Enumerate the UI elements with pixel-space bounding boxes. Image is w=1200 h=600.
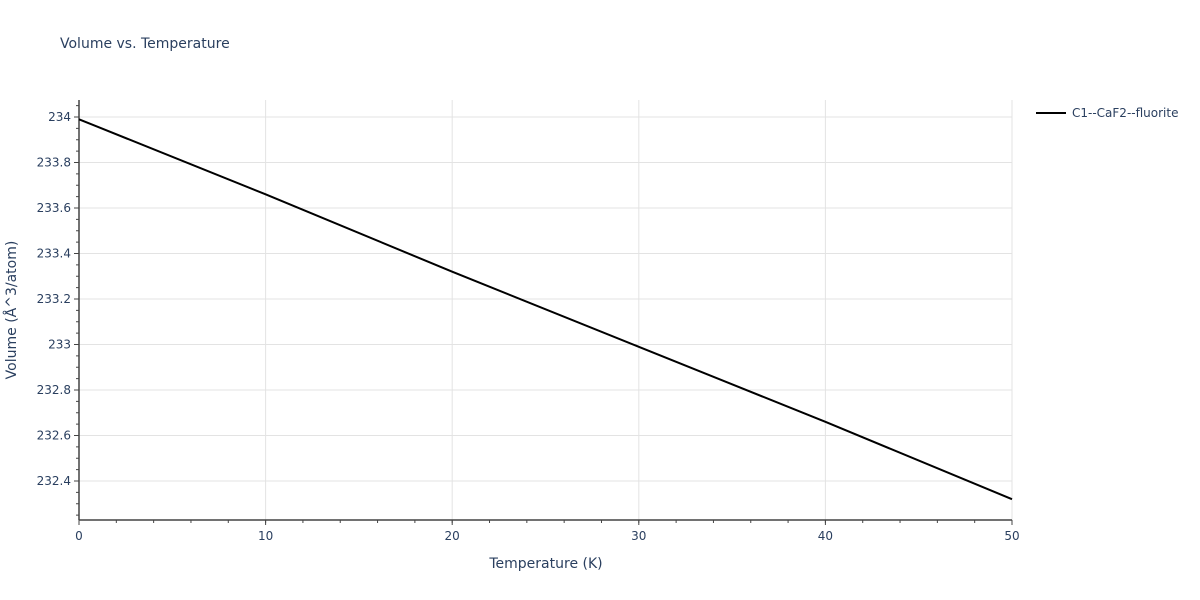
legend-item[interactable]: C1--CaF2--fluorite xyxy=(1036,106,1178,120)
legend-line-swatch xyxy=(1036,112,1066,114)
y-tick-label: 232.8 xyxy=(37,383,71,397)
x-tick-label: 20 xyxy=(445,529,460,543)
y-tick-label: 232.6 xyxy=(37,429,71,443)
y-axis-label: Volume (Å^3/atom) xyxy=(3,241,20,380)
y-tick-label: 232.4 xyxy=(37,474,71,488)
axes: 0 10 20 30 40 50 232.4 232.6 232.8 233 233.2 233.4 2… xyxy=(37,100,1020,543)
x-axis-label: Temperature (K) xyxy=(488,556,602,572)
x-tick-label: 0 xyxy=(75,529,83,543)
legend-label: C1--CaF2--fluorite xyxy=(1072,106,1179,120)
series-line xyxy=(78,118,1013,501)
y-tick-label: 233.6 xyxy=(37,201,71,215)
y-tick-label: 233.8 xyxy=(37,156,71,170)
x-tick-label: 40 xyxy=(818,529,833,543)
y-tick-label: 233.4 xyxy=(37,247,71,261)
grid-lines xyxy=(79,100,1013,520)
x-tick-label: 30 xyxy=(631,529,646,543)
x-tick-label: 50 xyxy=(1004,529,1019,543)
x-tick-label: 10 xyxy=(258,529,273,543)
y-tick-label: 233.2 xyxy=(37,292,71,306)
chart-title: Volume vs. Temperature xyxy=(60,36,230,52)
y-tick-label: 234 xyxy=(48,110,71,124)
y-tick-label: 233 xyxy=(48,338,71,352)
